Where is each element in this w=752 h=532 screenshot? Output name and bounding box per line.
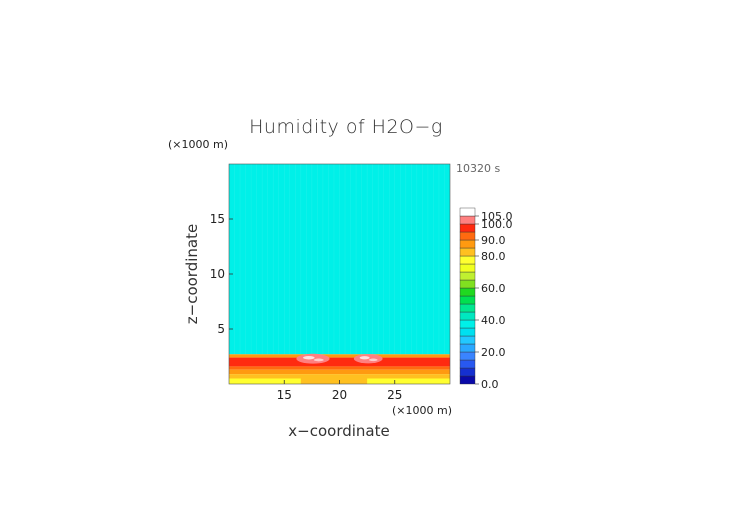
- field-layer-3: [229, 366, 450, 370]
- colorbar-band-1: [459, 367, 476, 377]
- humidity-field: [229, 164, 450, 384]
- colorbar-band-3: [459, 351, 476, 361]
- x-tick-label: 15: [277, 388, 292, 402]
- colorbar-label: 100.0: [481, 218, 513, 231]
- colorbar-band-19: [459, 223, 476, 233]
- field-layer-4: [229, 369, 450, 375]
- colorbar-band-4: [459, 343, 476, 353]
- z-tick-label: 15: [210, 212, 225, 226]
- colorbar-label: 0.0: [481, 378, 499, 391]
- z-axis-ticks: 5 10 15: [210, 212, 233, 336]
- field-layer-5: [229, 374, 450, 379]
- colorbar-label: 80.0: [481, 250, 506, 263]
- x-unit-label: (×1000 m): [392, 404, 452, 417]
- colorbar-label: 60.0: [481, 282, 506, 295]
- colorbar-band-9: [459, 303, 476, 313]
- colorbar-band-11: [459, 287, 476, 297]
- colorbar-band-7: [459, 319, 476, 329]
- field-layer-2: [229, 357, 450, 367]
- colorbar-band-5: [459, 335, 476, 345]
- colorbar-band-17: [459, 239, 476, 249]
- patch-core-1: [359, 356, 370, 360]
- x-tick-label: 20: [332, 388, 347, 402]
- supersaturated-patches: [296, 353, 383, 364]
- colorbar-band-20: [459, 215, 476, 225]
- chart-title: Humidity of H2O−g: [249, 116, 443, 138]
- patch-core-b-0: [313, 358, 324, 362]
- colorbar-band-0: [459, 375, 476, 385]
- colorbar-band-6: [459, 327, 476, 337]
- z-axis-label: z−coordinate: [183, 224, 201, 324]
- field-layer-1: [229, 354, 450, 358]
- z-tick-label: 5: [217, 322, 225, 336]
- colorbar-band-12: [459, 279, 476, 289]
- colorbar-band-2: [459, 359, 476, 369]
- colorbar-label: 20.0: [481, 346, 506, 359]
- colorbar-band-13: [459, 271, 476, 281]
- colorbar-band-16: [459, 247, 476, 257]
- colorbar-label: 90.0: [481, 234, 506, 247]
- z-tick-label: 10: [210, 267, 225, 281]
- patch-core-0: [303, 355, 315, 360]
- time-label: 10320 s: [456, 162, 500, 175]
- patch-core-b-1: [368, 358, 378, 362]
- colorbar-band-14: [459, 263, 476, 273]
- colorbar-band-18: [459, 231, 476, 241]
- x-axis-ticks: 15 20 25: [277, 380, 402, 402]
- colorbar-band-10: [459, 295, 476, 305]
- colorbar-band-15: [459, 255, 476, 265]
- x-axis-label: x−coordinate: [288, 422, 389, 440]
- colorbar-label: 40.0: [481, 314, 506, 327]
- z-unit-label: (×1000 m): [168, 138, 228, 151]
- colorbar: [459, 207, 476, 385]
- field-layer-0: [229, 164, 450, 355]
- bottom-dip: [300, 378, 368, 384]
- colorbar-band-21: [459, 207, 476, 217]
- colorbar-band-8: [459, 311, 476, 321]
- colorbar-label: 105.0: [481, 210, 513, 223]
- x-tick-label: 25: [387, 388, 402, 402]
